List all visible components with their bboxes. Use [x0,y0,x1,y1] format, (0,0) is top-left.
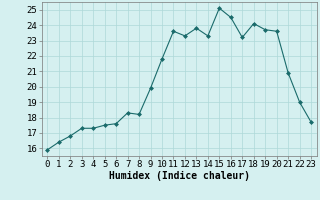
X-axis label: Humidex (Indice chaleur): Humidex (Indice chaleur) [109,171,250,181]
